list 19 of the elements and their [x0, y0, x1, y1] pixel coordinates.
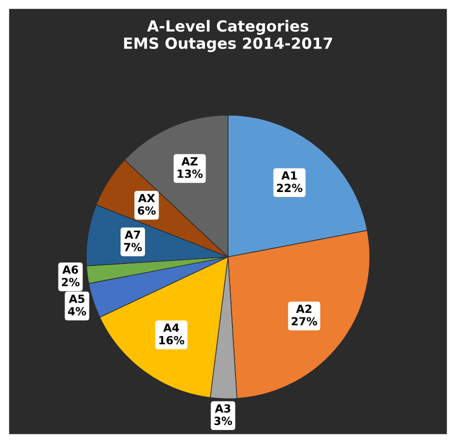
- data-label: 6%: [138, 206, 156, 215]
- data-label: 16%: [159, 336, 184, 344]
- slice-label: AZ: [181, 157, 198, 166]
- data-label: 7%: [124, 242, 142, 252]
- slice-label: A2: [296, 304, 312, 313]
- data-label: 2%: [62, 278, 80, 286]
- slice-label: A3: [214, 404, 230, 413]
- slice-label: A5: [68, 294, 84, 304]
- chart-title: A-Level Categories EMS Outages 2014-2017: [124, 20, 332, 52]
- data-label: 13%: [178, 170, 203, 178]
- slice-label: A1: [281, 171, 297, 180]
- slice-label: A4: [163, 324, 179, 332]
- slice-label: AX: [138, 194, 155, 202]
- slice-label: A7: [124, 230, 140, 239]
- data-label: 22%: [277, 184, 302, 192]
- data-label: 27%: [292, 317, 318, 326]
- slice-label: A6: [62, 265, 78, 274]
- data-label: 4%: [68, 307, 86, 316]
- data-label: 3%: [214, 416, 232, 426]
